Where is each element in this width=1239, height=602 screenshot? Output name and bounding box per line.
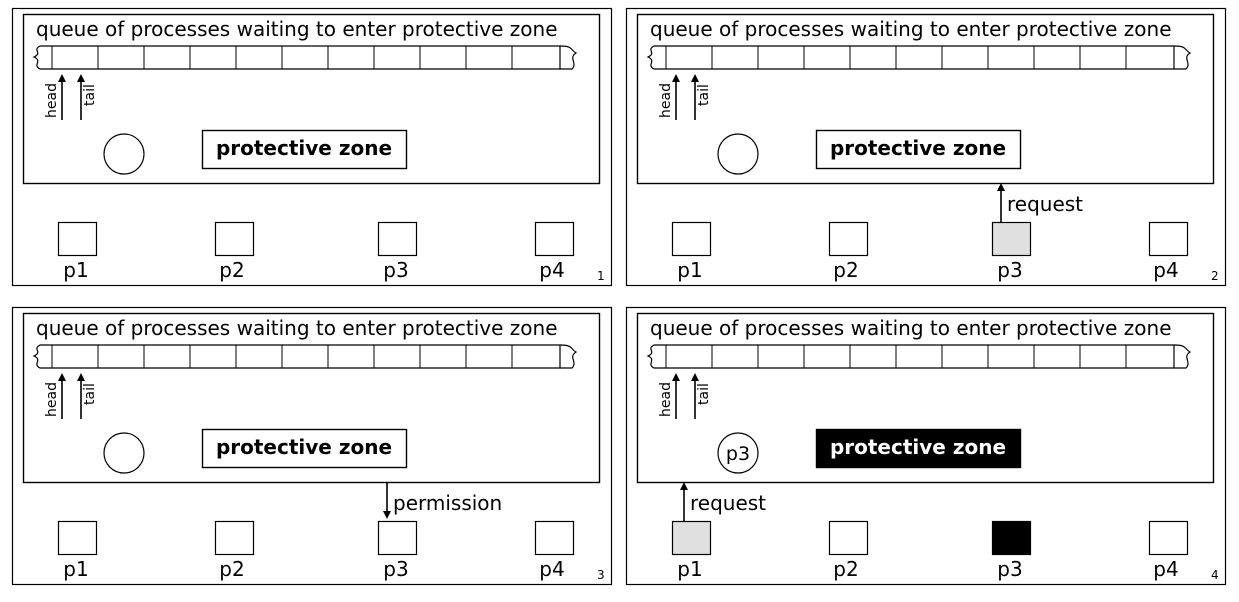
queue-title: queue of processes waiting to enter prot…	[650, 316, 1172, 340]
zone-occupant-label: p3	[726, 443, 750, 465]
process-label-p3: p3	[383, 258, 408, 282]
protective-zone-box	[201, 129, 408, 170]
process-box-p3	[991, 520, 1032, 556]
message-arrow	[383, 483, 391, 519]
queue-title: queue of processes waiting to enter prot…	[36, 316, 558, 340]
protective-zone-label: protective zone	[830, 435, 1006, 459]
message-label: request	[690, 491, 766, 515]
zone-occupant-circle	[717, 432, 759, 474]
queue-strip	[32, 45, 578, 70]
process-box-p1	[57, 221, 98, 257]
panel-frame	[625, 7, 1227, 287]
process-label-p3: p3	[997, 258, 1022, 282]
process-box-p4	[1148, 221, 1189, 257]
process-label-p1: p1	[677, 557, 702, 581]
tail-label: tail	[696, 84, 712, 106]
head-arrow	[58, 373, 66, 419]
process-box-p1	[57, 520, 98, 556]
process-label-p1: p1	[63, 258, 88, 282]
system-box	[636, 13, 1215, 185]
process-label-p4: p4	[1153, 258, 1178, 282]
zone-occupant-circle	[103, 432, 145, 474]
protective-zone-label: protective zone	[216, 136, 392, 160]
system-box	[22, 312, 601, 484]
head-arrow	[672, 74, 680, 120]
queue-title: queue of processes waiting to enter prot…	[650, 17, 1172, 41]
process-label-p4: p4	[1153, 557, 1178, 581]
head-label: head	[658, 382, 674, 417]
tail-arrow	[691, 74, 699, 120]
queue-end-wave	[559, 45, 578, 70]
tail-label: tail	[82, 383, 98, 405]
protective-zone-label: protective zone	[830, 136, 1006, 160]
tail-label: tail	[696, 383, 712, 405]
process-label-p4: p4	[539, 557, 564, 581]
system-box	[636, 312, 1215, 484]
process-box-p3	[991, 221, 1032, 257]
head-label: head	[658, 83, 674, 118]
protective-zone-box	[815, 129, 1022, 170]
panel-number: 3	[597, 568, 605, 582]
process-label-p2: p2	[833, 258, 858, 282]
process-box-p2	[828, 221, 869, 257]
protective-zone-box	[815, 428, 1022, 469]
process-label-p1: p1	[677, 258, 702, 282]
process-label-p3: p3	[383, 557, 408, 581]
tail-arrow	[691, 373, 699, 419]
queue-strip	[646, 344, 1192, 369]
panel-1: queue of processes waiting to enter prot…	[11, 7, 613, 287]
message-arrow	[997, 183, 1005, 222]
process-box-p4	[534, 520, 575, 556]
tail-label: tail	[82, 84, 98, 106]
queue-strip	[646, 45, 1192, 70]
panel-2: queue of processes waiting to enter prot…	[625, 7, 1227, 287]
process-label-p4: p4	[539, 258, 564, 282]
message-label: request	[1007, 192, 1083, 216]
panel-frame	[11, 7, 613, 287]
panel-frame	[11, 306, 613, 586]
queue-end-wave	[1173, 344, 1192, 369]
process-label-p2: p2	[219, 258, 244, 282]
process-label-p3: p3	[997, 557, 1022, 581]
process-label-p2: p2	[833, 557, 858, 581]
queue-title: queue of processes waiting to enter prot…	[36, 17, 558, 41]
tail-arrow	[77, 373, 85, 419]
head-label: head	[44, 83, 60, 118]
process-box-p2	[828, 520, 869, 556]
panel-frame	[625, 306, 1227, 586]
message-label: permission	[393, 491, 502, 515]
process-box-p3	[377, 221, 418, 257]
process-box-p2	[214, 221, 255, 257]
head-arrow	[672, 373, 680, 419]
process-box-p1	[671, 520, 712, 556]
panel-3: queue of processes waiting to enter prot…	[11, 306, 613, 586]
process-box-p3	[377, 520, 418, 556]
process-box-p4	[534, 221, 575, 257]
queue-strip	[32, 344, 578, 369]
protective-zone-label: protective zone	[216, 435, 392, 459]
panel-number: 2	[1211, 269, 1219, 283]
queue-end-wave	[559, 344, 578, 369]
message-arrow	[680, 482, 688, 521]
system-box	[22, 13, 601, 185]
panel-4: queue of processes waiting to enter prot…	[625, 306, 1227, 586]
panel-number: 4	[1211, 568, 1219, 582]
panel-number: 1	[597, 269, 605, 283]
head-label: head	[44, 382, 60, 417]
tail-arrow	[77, 74, 85, 120]
zone-occupant-circle	[103, 133, 145, 175]
process-box-p2	[214, 520, 255, 556]
zone-occupant-circle	[717, 133, 759, 175]
head-arrow	[58, 74, 66, 120]
process-label-p2: p2	[219, 557, 244, 581]
process-label-p1: p1	[63, 557, 88, 581]
queue-end-wave	[1173, 45, 1192, 70]
process-box-p4	[1148, 520, 1189, 556]
process-box-p1	[671, 221, 712, 257]
protective-zone-box	[201, 428, 408, 469]
